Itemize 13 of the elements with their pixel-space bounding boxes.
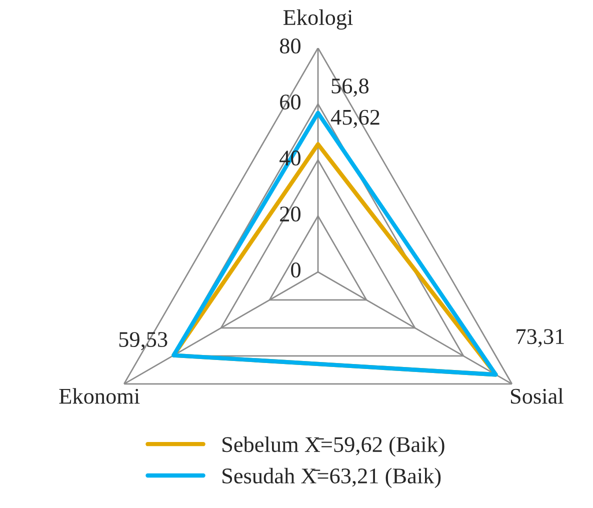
spoke-label: Sosial bbox=[510, 388, 564, 404]
data-label: 56,8 bbox=[332, 78, 369, 97]
data-label: 73,31 bbox=[516, 329, 564, 348]
legend-label: Sesudah X̄=63,21 (Baik) bbox=[222, 468, 441, 488]
legend-label: Sebelum X̄=59,62 (Baik) bbox=[222, 436, 444, 457]
y-tick-label: 80 bbox=[280, 38, 300, 54]
y-tick-label: 20 bbox=[280, 206, 300, 222]
y-tick-label: 0 bbox=[291, 262, 300, 278]
spoke-label: Ekonomi bbox=[59, 388, 140, 404]
spoke-label: Ekologi bbox=[283, 9, 353, 30]
data-label: 45,62 bbox=[330, 110, 380, 128]
data-label: 59,53 bbox=[119, 332, 168, 350]
y-tick-label: 60 bbox=[280, 94, 300, 110]
